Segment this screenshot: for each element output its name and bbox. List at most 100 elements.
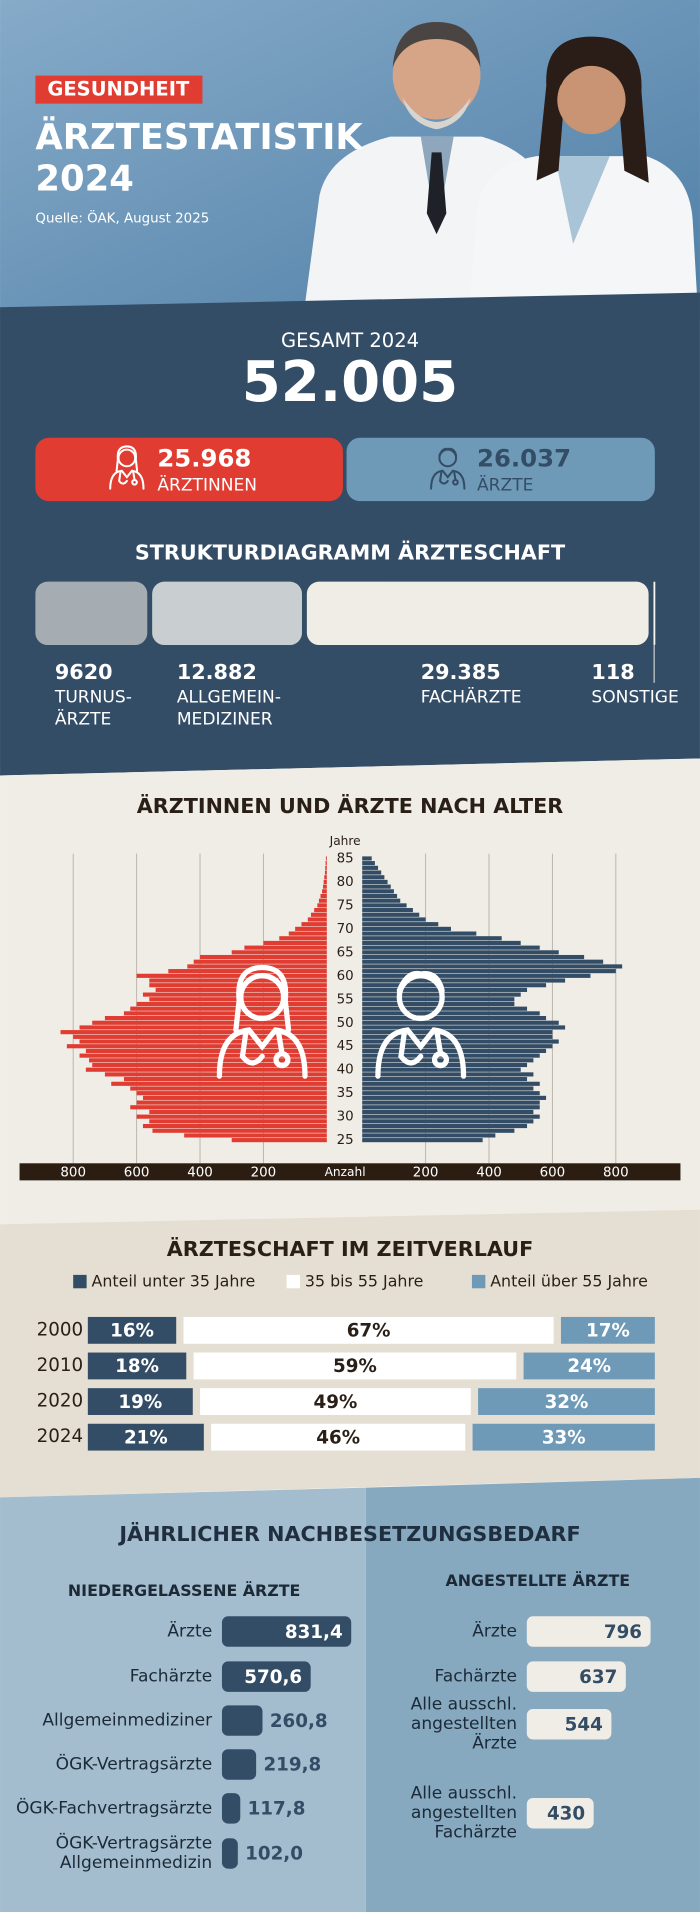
bar xyxy=(362,1020,559,1025)
bar xyxy=(325,861,327,866)
bar xyxy=(362,1138,483,1143)
x-tick-label: 200 xyxy=(413,1165,439,1180)
bar xyxy=(231,1138,327,1143)
y-tick-label: 30 xyxy=(337,1110,354,1125)
legend-swatch xyxy=(471,1274,486,1289)
value-label: 33% xyxy=(542,1427,586,1448)
bar-segment xyxy=(87,1388,193,1415)
bar xyxy=(322,889,327,894)
bar xyxy=(307,917,327,922)
bar xyxy=(362,950,559,955)
value-label: 16% xyxy=(110,1321,154,1342)
bar xyxy=(111,1081,327,1086)
icon-body xyxy=(216,1027,308,1079)
legend-swatch xyxy=(73,1274,87,1289)
bar xyxy=(526,1616,651,1647)
bar xyxy=(193,959,327,964)
bar xyxy=(362,908,413,913)
bar xyxy=(79,1025,327,1030)
bar xyxy=(320,893,327,899)
icon xyxy=(109,445,145,490)
bar xyxy=(362,893,398,899)
icon-stethoscope xyxy=(239,1030,285,1066)
bar xyxy=(362,875,385,880)
bar xyxy=(301,922,327,927)
bar xyxy=(362,1025,566,1030)
needs-left-background xyxy=(0,1487,366,1912)
y-tick-label: 70 xyxy=(337,922,354,937)
bar xyxy=(362,922,439,927)
bar xyxy=(362,903,407,908)
bar xyxy=(362,1081,540,1086)
bar xyxy=(362,964,623,969)
bar xyxy=(136,1114,327,1119)
value-label: 24% xyxy=(567,1356,611,1377)
bar-segment xyxy=(653,581,656,646)
bar xyxy=(362,1039,559,1044)
legend-swatch xyxy=(286,1274,301,1289)
bar xyxy=(362,997,515,1002)
value-label: 29.385 xyxy=(421,660,501,684)
bar xyxy=(325,856,327,861)
icon-stethoscope-end xyxy=(273,1051,291,1069)
bar xyxy=(362,870,382,875)
icon xyxy=(430,447,466,490)
category-label: Fachärzte xyxy=(435,1667,518,1687)
bar xyxy=(317,903,327,908)
icon-hair xyxy=(396,970,445,994)
bar xyxy=(362,1095,547,1100)
bar xyxy=(362,931,477,936)
legend-label: Anteil unter 35 Jahre xyxy=(91,1272,255,1291)
bar xyxy=(288,931,327,936)
bar xyxy=(149,1109,327,1115)
bar xyxy=(362,1006,528,1011)
y-axis-label: Jahre xyxy=(329,834,361,848)
y-tick-label: 60 xyxy=(337,969,354,984)
bar xyxy=(263,940,327,946)
bar xyxy=(221,1616,352,1647)
bar xyxy=(92,1062,327,1068)
category-label: ÄRZTE xyxy=(477,474,533,495)
bar xyxy=(362,1105,540,1110)
category-label: ALLGEMEIN-MEDIZINER xyxy=(177,687,281,729)
x-tick-label: 200 xyxy=(251,1165,277,1180)
bar xyxy=(526,1797,594,1829)
category-label: ÖGK-Fachvertragsärzte xyxy=(16,1796,212,1818)
bar xyxy=(362,936,502,941)
bar xyxy=(136,973,327,978)
bar-segment xyxy=(152,581,302,646)
bar xyxy=(323,884,327,889)
bar xyxy=(314,908,327,913)
category-label: ÖGK-Vertragsärzte Allgemeinmedizin xyxy=(56,1832,213,1874)
icon-hair xyxy=(233,964,292,1033)
value-label: 637 xyxy=(579,1667,617,1688)
y-tick-label: 55 xyxy=(337,992,354,1007)
chart-subtitle: NIEDERGELASSENE ÄRZTE xyxy=(68,1581,300,1600)
icon-stethoscope-end xyxy=(431,1051,450,1069)
bar xyxy=(362,978,566,983)
tag: GESUNDHEIT xyxy=(47,78,190,101)
category-label: Allgemeinmediziner xyxy=(42,1711,213,1731)
bar xyxy=(79,1039,327,1044)
bar xyxy=(184,1133,327,1138)
bar xyxy=(221,1705,263,1736)
value-label: 831,4 xyxy=(285,1622,343,1643)
value-label: 25.968 xyxy=(157,444,251,473)
main-title: ÄRZTESTATISTIK 2024 xyxy=(35,116,364,199)
bar-segment xyxy=(523,1352,655,1380)
y-tick-label: 85 xyxy=(337,851,354,866)
bar xyxy=(526,1708,612,1740)
bar xyxy=(362,912,420,917)
bar xyxy=(323,879,327,884)
category-label: SONSTIGE xyxy=(591,687,678,707)
bar xyxy=(318,898,327,903)
y-tick-label: 75 xyxy=(337,898,354,913)
bar xyxy=(89,1058,327,1063)
category-label: ÄRZTINNEN xyxy=(157,474,257,495)
chart-title: ÄRZTINNEN UND ÄRZTE NACH ALTER xyxy=(137,793,564,818)
value-label: 118 xyxy=(591,660,634,684)
bar-segment xyxy=(472,1423,655,1451)
bar-segment xyxy=(87,1352,187,1380)
